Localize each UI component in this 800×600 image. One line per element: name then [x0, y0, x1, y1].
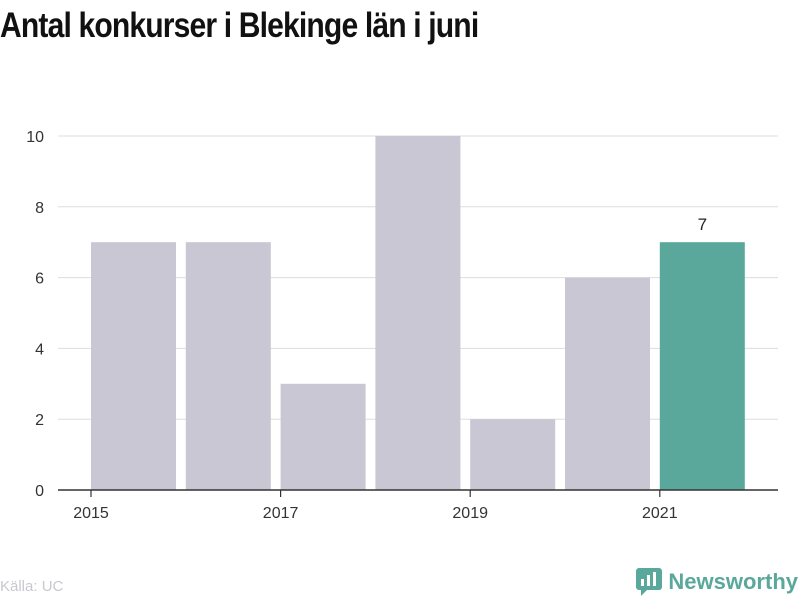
x-tick-label: 2017 [263, 505, 299, 522]
bar [185, 242, 271, 490]
brand-logo: Newsworthy [636, 568, 798, 596]
brand-name: Newsworthy [668, 569, 798, 594]
y-tick-labels: 0 2 4 6 8 10 [26, 129, 44, 500]
bar [659, 242, 745, 490]
chart-title: Antal konkurser i Blekinge län i juni [0, 6, 479, 45]
bar-data-label: 7 [698, 215, 707, 234]
source-note: Källa: UC [0, 578, 64, 595]
x-tick-label: 2021 [642, 505, 678, 522]
bar [375, 136, 461, 490]
y-tick-label: 4 [35, 341, 44, 358]
x-tick-labels: 2015 2017 2019 2021 [73, 505, 677, 522]
bar [91, 242, 176, 490]
y-tick-label: 0 [35, 483, 44, 500]
newsworthy-logo-icon [636, 568, 663, 596]
bar [280, 383, 366, 490]
x-tick-marks [90, 490, 661, 497]
y-tick-label: 2 [35, 412, 44, 429]
data-labels: 7 [698, 215, 707, 234]
y-tick-label: 10 [26, 129, 44, 146]
y-tick-label: 6 [35, 271, 44, 288]
y-tick-label: 8 [35, 200, 44, 217]
x-tick-label: 2015 [73, 505, 109, 522]
bars [91, 136, 745, 490]
bar [565, 277, 650, 490]
x-tick-label: 2019 [452, 505, 488, 522]
bar [470, 419, 556, 490]
